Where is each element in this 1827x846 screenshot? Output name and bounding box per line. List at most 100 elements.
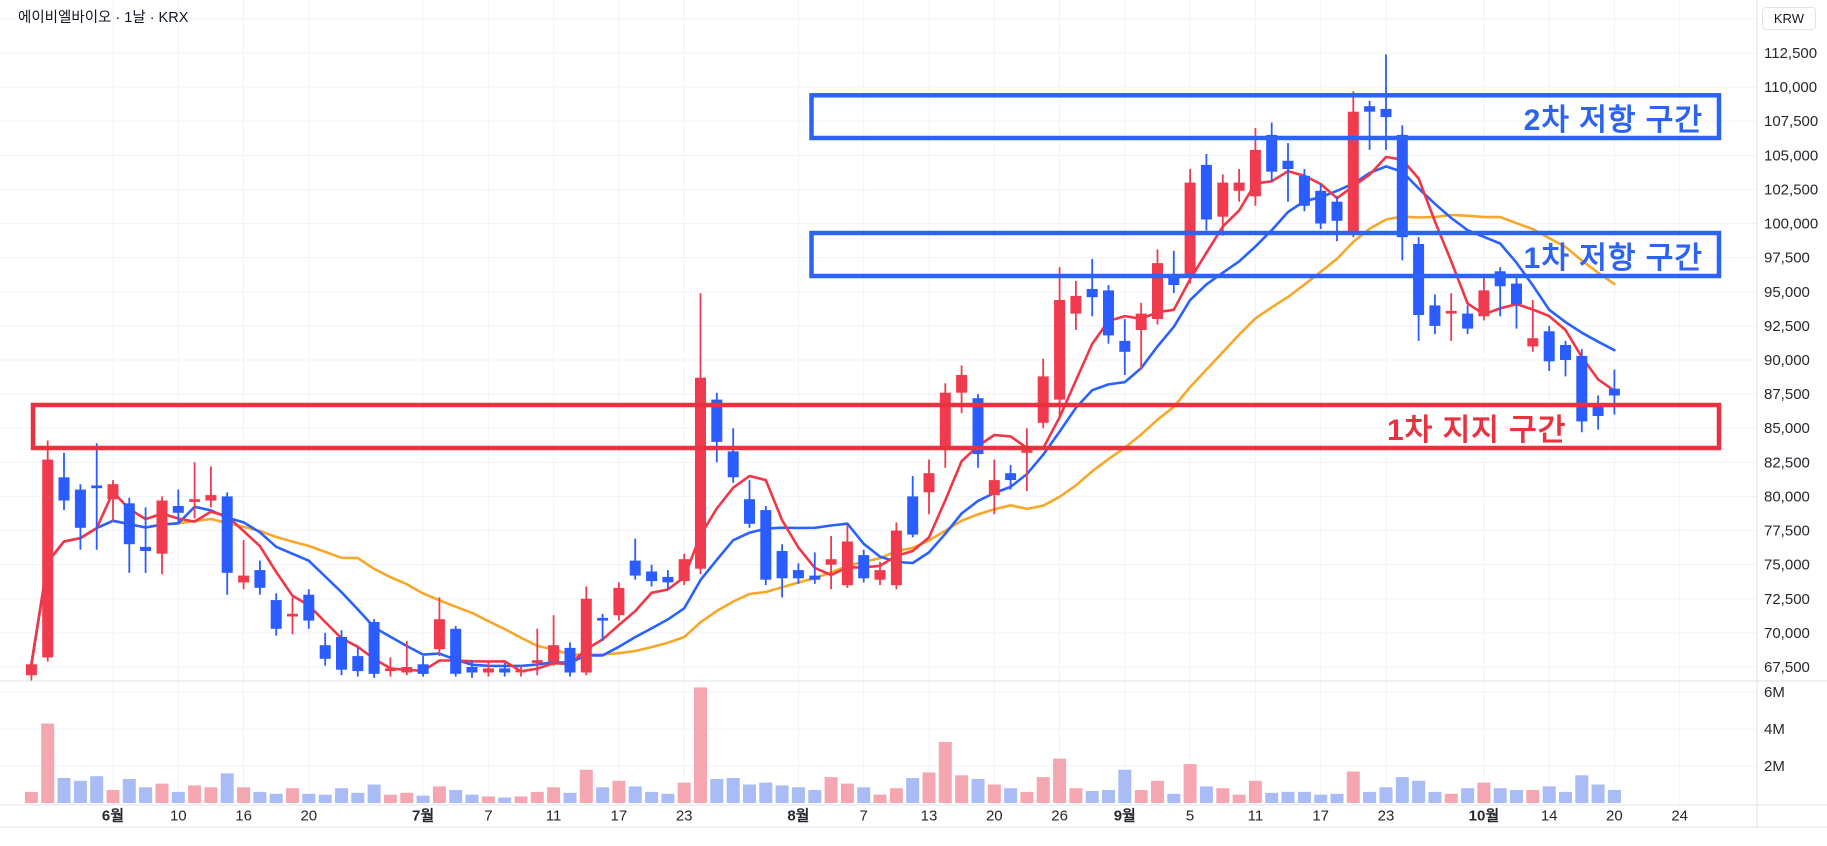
candle-body[interactable]: [1282, 160, 1294, 169]
candle-body[interactable]: [1233, 182, 1245, 191]
candle-body[interactable]: [1364, 106, 1376, 112]
volume-bar[interactable]: [122, 779, 136, 803]
candle-body[interactable]: [646, 571, 658, 582]
candle-body[interactable]: [303, 594, 315, 621]
volume-bar[interactable]: [449, 790, 463, 803]
volume-bar[interactable]: [1346, 771, 1360, 804]
candle-body[interactable]: [401, 667, 413, 673]
candle-body[interactable]: [1315, 190, 1327, 224]
volume-bar[interactable]: [90, 776, 104, 803]
volume-bar[interactable]: [73, 780, 87, 803]
candle-body[interactable]: [597, 617, 609, 621]
volume-bar[interactable]: [1118, 769, 1132, 803]
volume-bar[interactable]: [987, 784, 1001, 804]
price-axis[interactable]: [1757, 0, 1827, 805]
candle-body[interactable]: [466, 667, 478, 673]
candle-body[interactable]: [1331, 201, 1343, 221]
candle-body[interactable]: [1413, 244, 1425, 315]
volume-bar[interactable]: [367, 784, 381, 804]
volume-bar[interactable]: [106, 790, 120, 803]
candle-body[interactable]: [939, 392, 951, 448]
volume-bar[interactable]: [808, 790, 822, 803]
candle-body[interactable]: [531, 660, 543, 663]
candle-body[interactable]: [548, 645, 560, 662]
volume-bar[interactable]: [335, 788, 348, 803]
candle-body[interactable]: [336, 637, 347, 670]
candle-body[interactable]: [629, 560, 641, 576]
candle-body[interactable]: [1135, 313, 1147, 330]
candle-body[interactable]: [580, 598, 592, 673]
candle-body[interactable]: [189, 499, 201, 502]
candle-body[interactable]: [613, 587, 625, 616]
volume-bar[interactable]: [139, 787, 153, 803]
volume-bar[interactable]: [710, 779, 724, 803]
volume-bar[interactable]: [743, 784, 756, 804]
candle-body[interactable]: [711, 399, 723, 442]
volume-bar[interactable]: [1281, 791, 1295, 803]
candle-body[interactable]: [107, 484, 119, 500]
candle-body[interactable]: [156, 500, 168, 554]
candle-body[interactable]: [1608, 388, 1620, 396]
candle-body[interactable]: [1478, 290, 1490, 317]
candle-body[interactable]: [433, 619, 445, 650]
volume-bar[interactable]: [1020, 791, 1034, 803]
volume-bar[interactable]: [1395, 777, 1409, 803]
time-axis[interactable]: [0, 805, 1827, 827]
volume-bar[interactable]: [57, 778, 71, 803]
candle-body[interactable]: [809, 575, 821, 580]
candle-body[interactable]: [25, 664, 37, 676]
volume-bar[interactable]: [1004, 788, 1018, 803]
volume-bar[interactable]: [791, 787, 805, 803]
volume-bar[interactable]: [1167, 793, 1181, 804]
volume-bar[interactable]: [775, 785, 789, 803]
volume-bar[interactable]: [1542, 786, 1556, 803]
volume-bar[interactable]: [1314, 794, 1328, 803]
candle-body[interactable]: [564, 647, 576, 673]
volume-bar[interactable]: [628, 786, 642, 803]
volume-bar[interactable]: [400, 792, 414, 803]
candle-body[interactable]: [254, 570, 266, 588]
candle-body[interactable]: [727, 451, 739, 478]
candle-body[interactable]: [1543, 331, 1555, 362]
candle-body[interactable]: [662, 576, 674, 583]
candle-body[interactable]: [1168, 276, 1180, 285]
volume-bar[interactable]: [498, 797, 512, 804]
resistance-1-zone-label[interactable]: 1차 저항 구간: [1523, 241, 1703, 275]
volume-bar[interactable]: [1036, 777, 1050, 803]
candle-body[interactable]: [956, 375, 968, 393]
candle-body[interactable]: [499, 668, 511, 673]
volume-bar[interactable]: [840, 783, 854, 803]
volume-bar[interactable]: [677, 782, 691, 803]
candle-body[interactable]: [1298, 175, 1310, 206]
volume-bar[interactable]: [1330, 793, 1344, 804]
volume-bar[interactable]: [579, 769, 593, 803]
candle-body[interactable]: [1119, 340, 1131, 352]
volume-bar[interactable]: [645, 791, 659, 803]
candle-body[interactable]: [205, 495, 217, 501]
volume-bar[interactable]: [1559, 791, 1572, 803]
volume-bar[interactable]: [188, 785, 202, 803]
candle-body[interactable]: [744, 499, 755, 524]
candle-body[interactable]: [825, 559, 837, 565]
candle-body[interactable]: [1054, 300, 1066, 400]
volume-bar[interactable]: [1379, 787, 1393, 803]
symbol-legend[interactable]: 에이비엘바이오 · 1날 · KRX: [18, 10, 189, 26]
candle-body[interactable]: [1462, 313, 1474, 329]
candle-body[interactable]: [238, 575, 250, 583]
candle-body[interactable]: [1380, 108, 1392, 118]
candle-body[interactable]: [841, 541, 853, 586]
candle-body[interactable]: [1037, 376, 1049, 423]
volume-bar[interactable]: [824, 777, 838, 803]
volume-bar[interactable]: [530, 791, 544, 803]
volume-bar[interactable]: [661, 793, 675, 804]
candle-body[interactable]: [858, 555, 870, 579]
candle-body[interactable]: [1576, 355, 1588, 422]
candle-body[interactable]: [1005, 473, 1017, 480]
volume-bar[interactable]: [1526, 790, 1540, 803]
volume-bar[interactable]: [253, 791, 267, 803]
candle-body[interactable]: [352, 656, 364, 672]
volume-bar[interactable]: [938, 742, 952, 803]
volume-bar[interactable]: [171, 791, 185, 803]
candle-body[interactable]: [515, 669, 527, 673]
